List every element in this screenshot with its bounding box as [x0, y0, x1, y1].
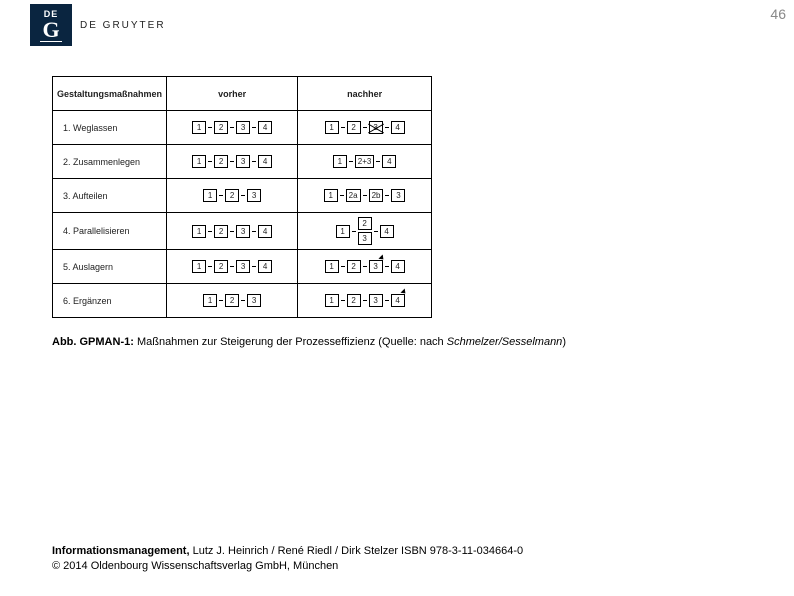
process-box: 2 [225, 294, 239, 307]
page-number: 46 [770, 6, 786, 22]
figure: Gestaltungsmaßnahmen vorher nachher 1. W… [52, 76, 432, 318]
process-box: 3 [369, 294, 383, 307]
before-cell: 1234 [167, 111, 298, 145]
footer-title: Informationsmanagement, [52, 545, 190, 557]
row-label: 6. Ergänzen [53, 284, 167, 318]
row-label: 4. Parallelisieren [53, 213, 167, 250]
process-box: 4 [380, 225, 394, 238]
process-box: 2a [346, 189, 361, 202]
table-row: 3. Aufteilen12312a2b3 [53, 179, 432, 213]
process-box: 4 [391, 294, 405, 307]
process-box: 1 [192, 155, 206, 168]
table-row: 1. Weglassen12341234 [53, 111, 432, 145]
process-box: 2 [347, 294, 361, 307]
figure-table: Gestaltungsmaßnahmen vorher nachher 1. W… [52, 76, 432, 318]
process-box: 2 [214, 225, 228, 238]
before-cell: 1234 [167, 213, 298, 250]
table-row: 4. Parallelisieren12341234 [53, 213, 432, 250]
after-cell: 12 34 [298, 213, 432, 250]
figure-caption: Abb. GPMAN-1: Maßnahmen zur Steigerung d… [52, 336, 794, 348]
footer: Informationsmanagement, Lutz J. Heinrich… [52, 544, 523, 574]
process-box: 1 [192, 225, 206, 238]
process-box: 2b [369, 189, 384, 202]
table-row: 2. Zusammenlegen123412+34 [53, 145, 432, 179]
process-box: 3 [236, 260, 250, 273]
process-box: 1 [325, 260, 339, 273]
table-row: 5. Auslagern12341234 [53, 250, 432, 284]
process-box: 2 [214, 155, 228, 168]
table-row: 6. Ergänzen1231234 [53, 284, 432, 318]
process-box: 2 [214, 260, 228, 273]
process-box: 1 [203, 294, 217, 307]
header: DE G DE GRUYTER [0, 0, 794, 46]
publisher-name: DE GRUYTER [80, 20, 166, 31]
footer-line1-rest: Lutz J. Heinrich / René Riedl / Dirk Ste… [190, 545, 524, 557]
row-label: 1. Weglassen [53, 111, 167, 145]
process-box: 3 [369, 121, 383, 134]
process-box: 4 [258, 225, 272, 238]
process-box: 3 [391, 189, 405, 202]
row-label: 3. Aufteilen [53, 179, 167, 213]
after-cell: 1 2+3 4 [298, 145, 432, 179]
caption-prefix: Abb. GPMAN-1: [52, 336, 134, 348]
row-label: 5. Auslagern [53, 250, 167, 284]
process-box: 4 [258, 155, 272, 168]
process-box: 3 [236, 155, 250, 168]
footer-line1: Informationsmanagement, Lutz J. Heinrich… [52, 544, 523, 559]
after-cell: 1 2a 2b 3 [298, 179, 432, 213]
caption-text: Maßnahmen zur Steigerung der Prozesseffi… [134, 336, 447, 348]
process-box: 1 [325, 294, 339, 307]
logo-g: G [40, 19, 61, 42]
process-box: 3 [236, 225, 250, 238]
process-box: 2 [347, 260, 361, 273]
before-cell: 1234 [167, 250, 298, 284]
process-box: 3 [358, 232, 372, 245]
process-box: 1 [192, 260, 206, 273]
process-box: 4 [258, 121, 272, 134]
col-header-1: vorher [167, 77, 298, 111]
process-box: 1 [336, 225, 350, 238]
after-cell: 1234 [298, 250, 432, 284]
after-cell: 1234 [298, 284, 432, 318]
process-box: 4 [258, 260, 272, 273]
footer-line2: © 2014 Oldenbourg Wissenschaftsverlag Gm… [52, 559, 523, 574]
process-box: 3 [369, 260, 383, 273]
row-label: 2. Zusammenlegen [53, 145, 167, 179]
process-box: 4 [391, 260, 405, 273]
process-box: 1 [203, 189, 217, 202]
before-cell: 123 [167, 179, 298, 213]
caption-source: Schmelzer/Sesselmann [447, 336, 563, 348]
col-header-2: nachher [298, 77, 432, 111]
col-header-0: Gestaltungsmaßnahmen [53, 77, 167, 111]
caption-suffix: ) [562, 336, 566, 348]
process-box: 2 [214, 121, 228, 134]
process-box: 1 [333, 155, 347, 168]
process-box: 2 [347, 121, 361, 134]
process-box: 3 [236, 121, 250, 134]
process-box: 2 [358, 217, 372, 230]
publisher-logo: DE G [30, 4, 72, 46]
table-header-row: Gestaltungsmaßnahmen vorher nachher [53, 77, 432, 111]
process-box: 2+3 [355, 155, 375, 168]
process-box: 3 [247, 294, 261, 307]
process-box: 4 [391, 121, 405, 134]
process-box: 3 [247, 189, 261, 202]
process-box: 1 [324, 189, 338, 202]
process-box: 1 [325, 121, 339, 134]
process-box: 1 [192, 121, 206, 134]
process-box: 2 [225, 189, 239, 202]
process-box: 4 [382, 155, 396, 168]
before-cell: 1234 [167, 145, 298, 179]
after-cell: 1234 [298, 111, 432, 145]
before-cell: 123 [167, 284, 298, 318]
